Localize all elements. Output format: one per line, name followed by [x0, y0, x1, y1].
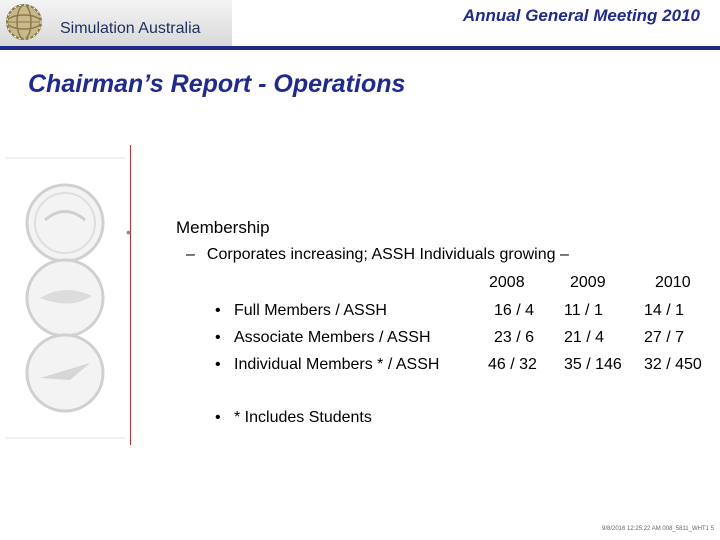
section-heading: Membership	[176, 218, 270, 237]
row-label: Associate Members / ASSH	[234, 329, 431, 346]
table-cell: 21 / 4	[564, 329, 605, 346]
table-cell: 27 / 7	[644, 329, 685, 346]
year-2009: 2009	[570, 274, 606, 291]
table-cell: 14 / 1	[644, 302, 685, 319]
bullet-icon: •	[215, 329, 221, 346]
table-cell: 46 / 32	[488, 356, 537, 373]
table-cell: 23 / 6	[494, 329, 535, 346]
table-cell: 16 / 4	[494, 302, 535, 319]
header-band: Simulation Australia	[0, 0, 232, 46]
dash-icon: –	[186, 246, 195, 263]
year-2010: 2010	[655, 274, 691, 291]
year-2008: 2008	[489, 274, 525, 291]
note-text: * Includes Students	[234, 409, 372, 426]
table-cell: 11 / 1	[564, 302, 603, 319]
row-label: Full Members / ASSH	[234, 302, 387, 319]
bullet-icon: •	[126, 224, 131, 240]
divider-line	[130, 145, 131, 445]
bullet-icon: •	[215, 302, 221, 319]
row-label: Individual Members * / ASSH	[234, 356, 440, 373]
footer-text: 9/8/2016 12:25:22 AM 008_5811_WHT1 5	[602, 526, 714, 532]
table-cell: 35 / 146	[564, 356, 622, 373]
table-cell: 32 / 450	[644, 356, 702, 373]
sub-point-text: Corporates increasing; ASSH Individuals …	[206, 246, 569, 263]
header-rule	[0, 46, 720, 50]
page-title: Chairman’s Report - Operations	[28, 70, 406, 98]
meeting-title: Annual General Meeting 2010	[462, 6, 700, 25]
bullet-icon: •	[215, 409, 221, 426]
bullet-icon: •	[215, 356, 221, 373]
sub-point: – Corporates increasing; ASSH Individuals…	[186, 246, 569, 264]
brand-name: Simulation Australia	[60, 20, 201, 37]
globe-logo-icon	[6, 4, 42, 40]
side-decoration-image	[5, 157, 125, 439]
